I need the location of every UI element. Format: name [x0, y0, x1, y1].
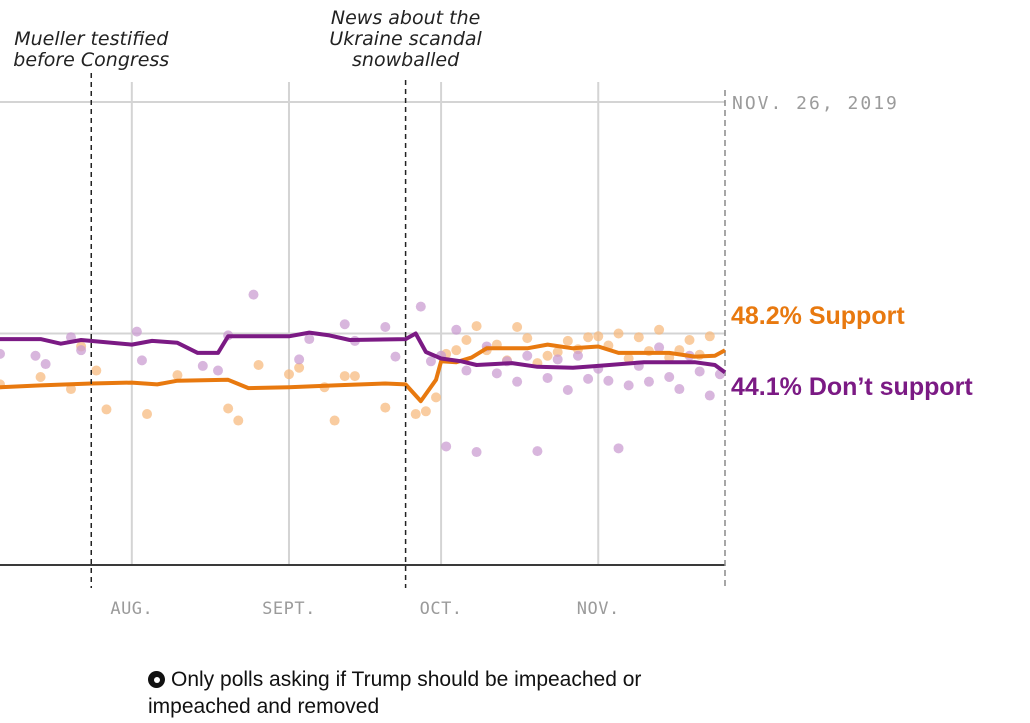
annotation-text: News about the — [331, 7, 480, 29]
trend-line — [0, 342, 726, 404]
poll-dot — [532, 446, 543, 457]
poll-dot — [623, 353, 634, 364]
legend-text: Only polls asking if Trump should be imp… — [148, 668, 642, 718]
poll-dot — [380, 322, 391, 333]
poll-dot — [283, 369, 294, 380]
poll-dot — [142, 409, 153, 420]
poll-dot — [136, 355, 147, 366]
poll-dot — [253, 359, 264, 370]
trend-lines — [0, 330, 727, 404]
poll-dot — [213, 365, 224, 376]
poll-dot — [101, 404, 112, 415]
poll-dot — [623, 380, 634, 391]
poll-dot — [91, 365, 102, 376]
poll-dot — [522, 350, 533, 361]
poll-dot — [294, 362, 305, 373]
poll-dot — [415, 301, 426, 312]
legend: Only polls asking if Trump should be imp… — [148, 666, 708, 720]
poll-dot — [572, 350, 583, 361]
poll-dot — [441, 441, 452, 452]
poll-dot — [562, 384, 573, 395]
poll-dot — [603, 375, 614, 386]
poll-dot — [197, 360, 208, 371]
poll-dot — [65, 384, 76, 395]
poll-dot — [633, 332, 644, 343]
gridlines: NOV. 26, 2019 — [0, 82, 899, 590]
poll-dot — [35, 372, 46, 383]
trend-line — [0, 330, 727, 375]
poll-dot — [451, 345, 462, 356]
poll-dot — [704, 331, 715, 342]
poll-dot — [40, 359, 51, 370]
poll-dot — [410, 409, 421, 420]
x-tick-label: OCT. — [420, 599, 463, 619]
annotation-text: before Congress — [13, 49, 169, 71]
poll-dot — [583, 332, 594, 343]
poll-dot — [694, 366, 705, 377]
poll-dot — [613, 328, 624, 339]
poll-dot — [248, 289, 259, 300]
poll-dot — [471, 321, 482, 332]
poll-dot — [552, 354, 563, 365]
poll-dot — [339, 371, 350, 382]
poll-dot — [684, 334, 695, 345]
poll-dot — [552, 347, 563, 358]
poll-marker-icon — [148, 671, 165, 688]
poll-dot — [583, 373, 594, 384]
poll-dot — [131, 326, 142, 337]
poll-dot — [294, 354, 305, 365]
series-labels: 48.2% Support 44.1% Don’t support — [731, 302, 973, 401]
poll-dots — [0, 289, 725, 458]
poll-dot — [420, 406, 431, 417]
poll-dot — [471, 447, 482, 458]
annotation-text: snowballed — [352, 49, 460, 71]
poll-dot — [451, 324, 462, 335]
poll-dot — [425, 356, 436, 367]
poll-dot — [491, 368, 502, 379]
poll-dot — [461, 334, 472, 345]
poll-dot — [304, 334, 315, 345]
annotation-text: Mueller testified — [14, 28, 169, 50]
poll-dot — [593, 331, 604, 342]
annotation-text: Ukraine scandal — [329, 28, 482, 50]
poll-dot — [674, 384, 685, 395]
poll-dot — [643, 376, 654, 387]
x-tick-label: SEPT. — [262, 599, 316, 619]
poll-dot — [380, 402, 391, 413]
poll-dot — [390, 351, 401, 362]
poll-dot — [512, 322, 523, 333]
poll-dot — [542, 372, 553, 383]
poll-dot — [30, 350, 41, 361]
poll-dot — [349, 371, 360, 382]
poll-dot — [431, 392, 442, 403]
poll-dot — [512, 376, 523, 387]
poll-dot — [233, 415, 244, 426]
poll-dot — [522, 333, 533, 344]
poll-dot — [329, 415, 340, 426]
x-tick-label: AUG. — [110, 599, 153, 619]
poll-dot — [76, 345, 87, 356]
poll-dot — [339, 319, 350, 330]
series-label: 48.2% Support — [731, 302, 905, 330]
poll-dot — [172, 370, 183, 381]
poll-dot — [223, 403, 234, 414]
poll-dot — [704, 390, 715, 401]
poll-dot — [562, 335, 573, 346]
poll-dot — [542, 350, 553, 361]
poll-dot — [654, 342, 665, 353]
series-label: 44.1% Don’t support — [731, 373, 973, 401]
poll-dot — [613, 443, 624, 454]
x-axis-ticks: AUG. SEPT. OCT. NOV. — [110, 599, 619, 619]
poll-dot — [654, 324, 665, 335]
poll-dot — [664, 372, 675, 383]
x-tick-label: NOV. — [577, 599, 620, 619]
end-date-label: NOV. 26, 2019 — [732, 93, 899, 114]
poll-dot — [0, 348, 5, 359]
poll-dot — [461, 365, 472, 376]
